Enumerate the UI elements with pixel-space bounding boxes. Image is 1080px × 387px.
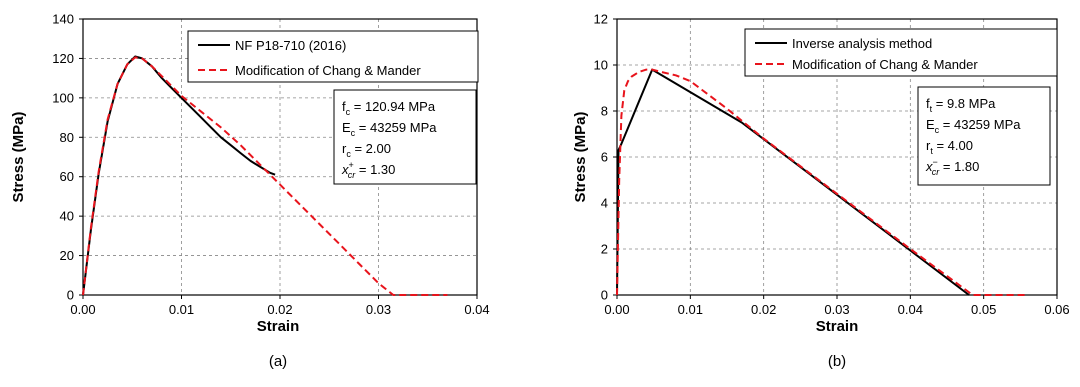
subfigure-caption: (b) (828, 353, 846, 370)
parameter-value: = 1.80 (939, 159, 979, 174)
parameter-box-frame (333, 89, 477, 185)
parameter-symbol: f (342, 99, 346, 114)
x-tick-label: 0.03 (824, 302, 849, 317)
parameter-value: = 1.30 (355, 162, 395, 177)
parameter-value: = 43259 MPa (355, 120, 437, 135)
legend-box (744, 28, 1058, 77)
series-line-primary (82, 55, 276, 296)
subfigure-caption: (a) (269, 353, 287, 370)
x-tick-label: 0.04 (464, 302, 489, 317)
parameter-symbol: r (926, 138, 931, 153)
chart-b: 0.00 0.01 0.02 0.03 0.04 0.05 0.06 0 2 4 6 8 10 12 Inv… (572, 12, 1070, 371)
parameter-value: = 120.94 MPa (350, 99, 436, 114)
parameter-box-frame (917, 86, 1051, 186)
parameter-value: = 4.00 (933, 138, 973, 153)
legend-label: Modification of Chang & Mander (792, 57, 978, 72)
legend-label: Inverse analysis method (792, 36, 932, 51)
y-tick-label: 140 (52, 12, 74, 27)
legend-label: NF P18-710 (2016) (235, 38, 346, 53)
y-tick-label: 0 (67, 288, 74, 303)
x-tick-label: 0.00 (70, 302, 95, 317)
legend: Inverse analysis method Modification of C… (744, 28, 1058, 77)
series-line-primary (616, 68, 970, 296)
parameter-line: Ec = 43259 MPa (342, 120, 437, 138)
parameter-subscript: c (346, 107, 351, 117)
series-line-chang-mander (82, 56, 448, 296)
x-tick-label: 0.02 (751, 302, 776, 317)
legend-box (187, 30, 479, 83)
parameter-symbol: E (342, 120, 351, 135)
parameter-symbol: x (341, 162, 349, 177)
x-tick-label: 0.05 (971, 302, 996, 317)
x-tick-label: 0.01 (169, 302, 194, 317)
y-tick-label: 2 (601, 242, 608, 257)
parameter-superscript: + (349, 160, 354, 170)
y-tick-label: 40 (60, 209, 74, 224)
y-tick-label: 12 (594, 12, 608, 27)
y-tick-label: 6 (601, 150, 608, 165)
parameter-subscript: t (930, 104, 933, 114)
y-tick-label: 20 (60, 248, 74, 263)
y-tick-label: 0 (601, 288, 608, 303)
x-tick-label: 0.04 (898, 302, 923, 317)
parameter-superscript: − (933, 157, 938, 167)
y-tick-label: 10 (594, 58, 608, 73)
legend: NF P18-710 (2016) Modification of Chang &… (187, 30, 479, 83)
parameter-symbol: x (925, 159, 933, 174)
y-axis-title: Stress (MPa) (572, 112, 589, 203)
y-tick-label: 60 (60, 169, 74, 184)
parameter-line: ft = 9.8 MPa (926, 96, 996, 114)
x-tick-label: 0.03 (366, 302, 391, 317)
parameter-subscript: cr (932, 167, 941, 177)
parameter-symbol: f (926, 96, 930, 111)
parameter-line: x+ cr = 1.30 (341, 160, 395, 180)
series-line-chang-mander (616, 68, 1028, 296)
parameter-value: = 2.00 (351, 141, 391, 156)
y-tick-label: 8 (601, 104, 608, 119)
y-axis-title: Stress (MPa) (10, 112, 27, 203)
x-axis-title: Strain (257, 318, 300, 335)
x-axis-title: Strain (816, 318, 859, 335)
parameter-subscript: c (935, 125, 940, 135)
parameter-subscript: t (930, 146, 933, 156)
y-tick-label: 80 (60, 130, 74, 145)
parameter-line: rt = 4.00 (926, 138, 973, 156)
parameter-line: fc = 120.94 MPa (342, 99, 436, 117)
parameter-subscript: cr (348, 170, 357, 180)
parameter-subscript: c (351, 128, 356, 138)
parameter-value: = 43259 MPa (939, 117, 1021, 132)
parameter-line: Ec = 43259 MPa (926, 117, 1021, 135)
x-tick-label: 0.01 (678, 302, 703, 317)
parameter-line: rc = 2.00 (342, 141, 391, 159)
parameter-line: x− cr = 1.80 (925, 157, 979, 177)
y-tick-label: 4 (601, 196, 608, 211)
x-tick-label: 0.00 (604, 302, 629, 317)
x-tick-label: 0.06 (1044, 302, 1069, 317)
chart-a: 0.00 0.01 0.02 0.03 0.04 0 20 40 60 80 100 120 140 NF… (10, 12, 490, 371)
parameter-subscript: c (346, 149, 351, 159)
x-tick-label: 0.02 (267, 302, 292, 317)
legend-label: Modification of Chang & Mander (235, 63, 421, 78)
y-tick-label: 100 (52, 90, 74, 105)
parameter-value: = 9.8 MPa (932, 96, 996, 111)
y-tick-label: 120 (52, 51, 74, 66)
parameter-symbol: r (342, 141, 347, 156)
parameter-symbol: E (926, 117, 935, 132)
